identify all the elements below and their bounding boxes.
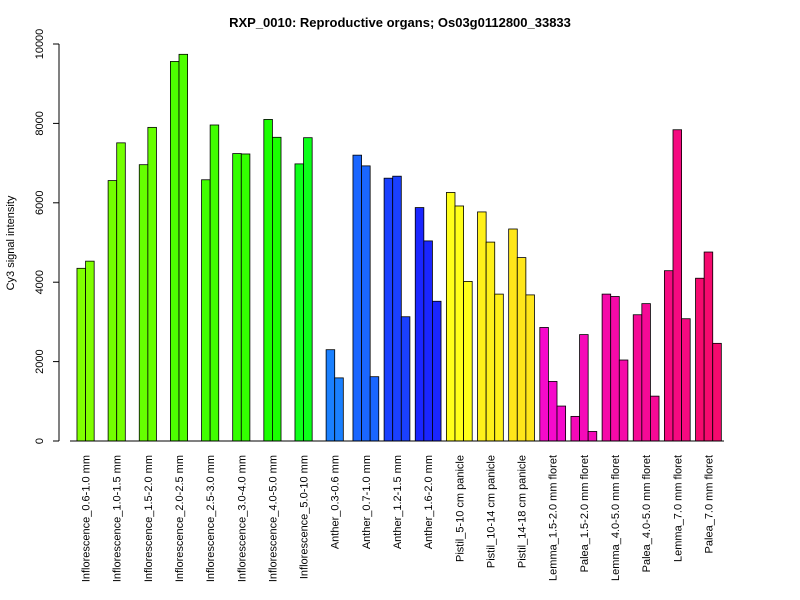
bar: [485, 241, 496, 442]
y-axis-label: Cy3 signal intensity: [5, 195, 17, 290]
bar: [463, 281, 473, 442]
x-tick-label: Palea_4.0-5.0 mm floret: [641, 455, 653, 572]
x-tick-label: Pistil_5-10 cm panicle: [454, 455, 466, 562]
bar: [570, 415, 580, 442]
x-tick-label: Pistil_10-14 cm panicle: [485, 455, 497, 568]
x-tick-label: Anther_0.3-0.6 mm: [330, 455, 342, 549]
bar: [432, 300, 442, 442]
x-tick-label: Lemma_4.0-5.0 mm floret: [610, 455, 622, 581]
bar: [76, 267, 86, 442]
bar: [147, 126, 157, 442]
x-tick-label: Inflorescence_3.0-4.0 mm: [236, 455, 248, 582]
bar: [525, 294, 535, 442]
bar: [641, 303, 651, 442]
bar: [695, 277, 705, 442]
bar: [539, 327, 549, 442]
y-tick-label: 0: [34, 438, 46, 444]
bar: [587, 431, 598, 442]
x-tick-label: Pistil_14-18 cm panicle: [517, 455, 529, 568]
bar: [383, 177, 394, 442]
x-tick-label: Anther_1.6-2.0 mm: [423, 455, 435, 549]
bar: [672, 129, 682, 442]
bar: [209, 124, 220, 442]
y-tick-label: 2000: [34, 349, 46, 373]
x-tick-label: Anther_1.2-1.5 mm: [392, 455, 404, 549]
bar: [601, 293, 612, 442]
bar: [681, 318, 691, 442]
bar: [508, 228, 518, 442]
bar: [325, 349, 336, 442]
bar: [650, 395, 660, 442]
bar: [294, 163, 304, 442]
y-tick-label: 10000: [34, 29, 46, 60]
chart-title: RXP_0010: Reproductive organs; Os03g0112…: [229, 15, 571, 30]
bar: [303, 137, 313, 442]
x-tick-label: Lemma_1.5-2.0 mm floret: [548, 455, 560, 581]
bar: [369, 376, 380, 442]
y-axis: 0 2000 4000 6000 8000 10000: [34, 29, 60, 444]
x-tick-label: Inflorescence_2.5-3.0 mm: [205, 455, 217, 582]
bar: [477, 211, 487, 442]
x-tick-label: Inflorescence_1.5-2.0 mm: [143, 455, 155, 582]
bar: [116, 142, 126, 442]
bar: [632, 314, 643, 442]
bar: [414, 207, 425, 442]
bar: [400, 316, 411, 442]
bar: [169, 61, 180, 442]
bar: [263, 119, 273, 442]
bar: [423, 240, 433, 442]
bar: [445, 192, 456, 442]
bar: [334, 377, 344, 442]
bar: [618, 359, 629, 442]
x-tick-label: Palea_7.0 mm floret: [703, 455, 715, 553]
bar: [703, 251, 714, 442]
x-axis: Inflorescence_0.6-1.0 mm Inflorescence_1.…: [70, 440, 724, 582]
x-tick-label: Anther_0.7-1.0 mm: [361, 455, 373, 549]
bar: [361, 165, 371, 442]
bar: [663, 270, 674, 442]
bar: [232, 153, 242, 442]
x-tick-label: Lemma_7.0 mm floret: [672, 455, 684, 562]
bar: [201, 179, 211, 442]
bar: [272, 136, 282, 442]
bars: [76, 53, 722, 442]
x-tick-label: Inflorescence_4.0-5.0 mm: [267, 455, 279, 582]
bar: [548, 381, 558, 442]
bar: [392, 175, 402, 442]
x-tick-label: Inflorescence_5.0-10 mm: [299, 455, 311, 579]
bar: [85, 260, 95, 442]
bar: [712, 342, 722, 442]
y-tick-label: 6000: [34, 191, 46, 215]
bar: [138, 164, 149, 442]
bar: [352, 154, 362, 442]
bar: [107, 180, 118, 442]
y-tick-label: 4000: [34, 270, 46, 294]
x-tick-label: Palea_1.5-2.0 mm floret: [579, 455, 591, 572]
bar: [516, 257, 527, 442]
x-tick-label: Inflorescence_0.6-1.0 mm: [81, 455, 93, 582]
bar: [556, 405, 567, 442]
x-tick-label: Inflorescence_1.0-1.5 mm: [112, 455, 124, 582]
bar: [610, 296, 620, 442]
x-tick-label: Inflorescence_2.0-2.5 mm: [174, 455, 186, 582]
y-tick-label: 8000: [34, 111, 46, 135]
bar: [454, 205, 464, 442]
bar: [178, 53, 189, 442]
bar: [240, 153, 251, 442]
bar: [494, 293, 504, 442]
bar: [579, 334, 589, 442]
